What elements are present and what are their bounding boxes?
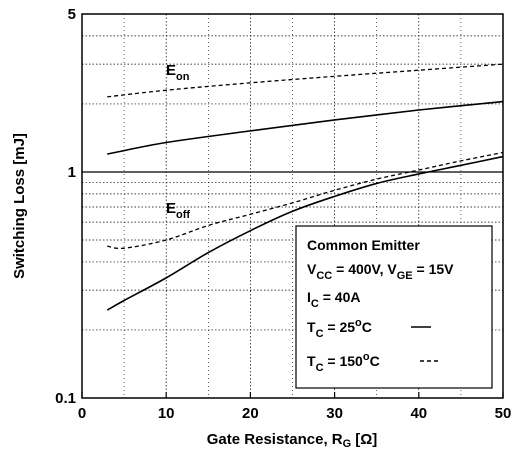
y-tick-label: 1 — [68, 164, 76, 181]
legend-line: Common Emitter — [307, 237, 420, 253]
plot-area-frame — [81, 13, 504, 399]
legend-box — [295, 225, 493, 389]
series-line-eoff-150 — [107, 151, 504, 250]
y-tick-labels: 0.1 1 5 — [55, 6, 76, 407]
series-line-eon-150 — [107, 63, 504, 98]
series-line-eoff-25 — [106, 155, 504, 311]
x-axis-label-sub: G — [343, 438, 352, 450]
y-tick-label: 0.1 — [55, 390, 76, 407]
series-line-eon-25 — [107, 100, 504, 155]
curve-label-eon: Eon — [166, 62, 190, 83]
x-axis-label-main: Gate Resistance, R — [207, 431, 343, 448]
x-tick-label: 50 — [495, 405, 512, 422]
x-tick-label: 10 — [158, 405, 175, 422]
x-tick-label: 0 — [78, 405, 86, 422]
y-axis-label: Switching Loss [mJ] — [11, 133, 28, 279]
x-tick-label: 20 — [242, 405, 259, 422]
x-axis-label-unit: [Ω] — [355, 431, 377, 448]
x-axis-label: Gate Resistance, RG [Ω] — [207, 431, 378, 450]
curve-labels: Eon Eoff — [166, 62, 190, 221]
legend: Common Emitter VCC = 400V, VGE = 15V IC = … — [295, 225, 493, 389]
x-tick-labels: 0 10 20 30 40 50 — [78, 392, 512, 422]
x-tick-label: 40 — [410, 405, 427, 422]
legend-line: TC = 150oC — [307, 351, 380, 374]
x-tick-label: 30 — [326, 405, 343, 422]
curve-label-eoff: Eoff — [166, 200, 190, 221]
legend-line: TC = 25oC — [307, 317, 372, 340]
y-tick-label: 5 — [68, 6, 76, 23]
legend-line: VCC = 400V, VGE = 15V — [307, 261, 454, 282]
legend-line: IC = 40A — [307, 289, 360, 310]
series-group — [106, 63, 504, 311]
